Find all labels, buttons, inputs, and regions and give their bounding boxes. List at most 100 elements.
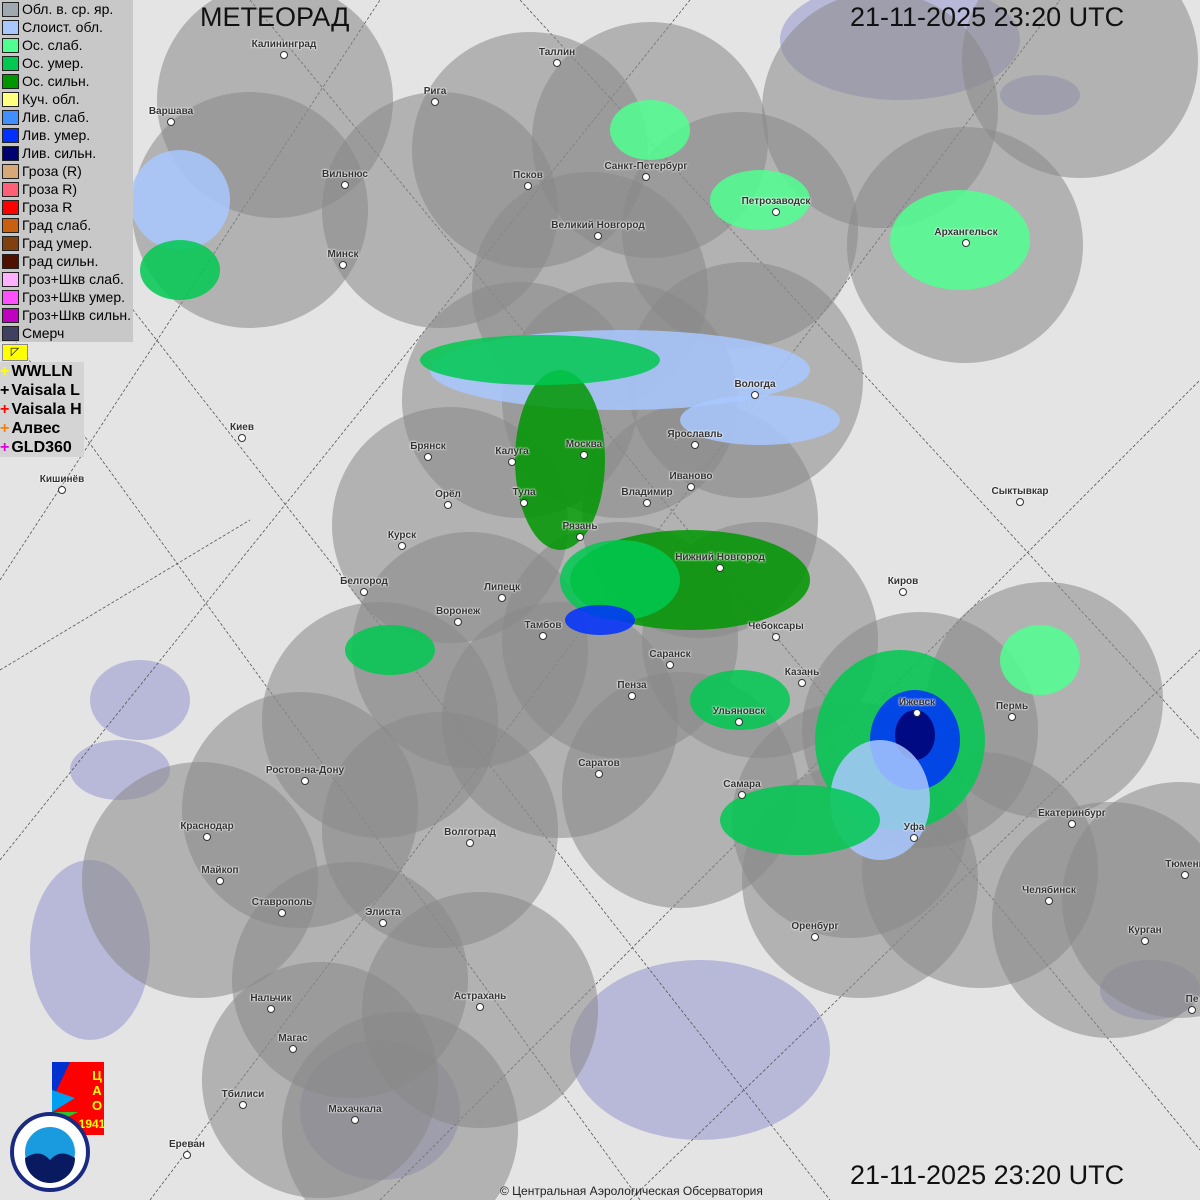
legend-label: Гроз+Шкв умер.	[22, 289, 126, 305]
city-marker	[339, 261, 347, 269]
precipitation-area	[610, 100, 690, 160]
city-label: Оренбург	[791, 921, 839, 932]
city-label: Магас	[278, 1033, 308, 1044]
legend-label: Град умер.	[22, 235, 93, 251]
legend: Обл. в. ср. яр. Слоист. обл. Ос. слаб. Ос. …	[0, 0, 133, 342]
legend-swatch	[2, 19, 19, 35]
city-label: Таллин	[538, 47, 576, 58]
legend-label: Лив. умер.	[22, 127, 91, 143]
precipitation-area	[710, 170, 810, 230]
city-marker	[360, 588, 368, 596]
radar-coverage	[992, 802, 1200, 1038]
lightning-label: Vaisala H	[11, 401, 82, 418]
legend-swatch	[2, 307, 19, 323]
city-marker	[913, 709, 921, 717]
precipitation-area	[895, 710, 935, 760]
precipitation-area	[890, 190, 1030, 290]
city-marker	[899, 588, 907, 596]
city-marker	[798, 679, 806, 687]
legend-swatch	[2, 235, 19, 251]
timestamp-bottom: 21-11-2025 23:20 UTC	[850, 1160, 1125, 1190]
city-label: Пе	[1185, 994, 1199, 1005]
legend-item: Гроза R	[0, 198, 133, 216]
city-label: Липецк	[484, 582, 520, 593]
city-marker	[498, 594, 506, 602]
city-label: Майкоп	[201, 865, 239, 876]
legend-swatch	[2, 37, 19, 53]
legend-swatch	[2, 325, 19, 341]
legend-item: Гроза R)	[0, 180, 133, 198]
city-label: Ставрополь	[251, 897, 313, 908]
legend-item: Град слаб.	[0, 216, 133, 234]
legend-item: Ос. слаб.	[0, 36, 133, 54]
legend-label: Град сильн.	[22, 253, 99, 269]
city-marker	[910, 834, 918, 842]
map-title: МЕТЕОРАД	[200, 2, 350, 32]
city-marker	[379, 919, 387, 927]
city-label: Пенза	[617, 680, 647, 691]
city-label: Краснодар	[180, 821, 234, 832]
city-label: Махачкала	[328, 1104, 382, 1115]
flag-icon[interactable]: ◸	[2, 344, 28, 361]
legend-label: Гроза (R)	[22, 163, 82, 179]
cross-icon: +	[0, 439, 10, 456]
city-label: Киев	[230, 422, 254, 433]
city-marker	[1181, 871, 1189, 879]
svg-text:О: О	[92, 1098, 102, 1113]
city-label: Казань	[784, 667, 820, 678]
legend-label: Гроз+Шкв сильн.	[22, 307, 131, 323]
legend-item: Лив. слаб.	[0, 108, 133, 126]
city-marker	[203, 833, 211, 841]
legend-label: Смерч	[22, 325, 65, 341]
legend-item: Куч. обл.	[0, 90, 133, 108]
city-marker	[1141, 937, 1149, 945]
city-label: Вильнюс	[322, 169, 368, 180]
lightning-source: + Алвес	[0, 419, 84, 438]
city-marker	[576, 533, 584, 541]
city-marker	[167, 118, 175, 126]
city-label: Уфа	[903, 822, 925, 833]
precipitation-area	[130, 150, 230, 250]
city-marker	[520, 499, 528, 507]
city-label: Ростов-на-Дону	[265, 765, 345, 776]
legend-label: Слоист. обл.	[22, 19, 103, 35]
legend-swatch	[2, 271, 19, 287]
legend-swatch	[2, 73, 19, 89]
precipitation-area	[345, 625, 435, 675]
city-label: Петрозаводск	[741, 196, 811, 207]
legend-item: Град умер.	[0, 234, 133, 252]
city-marker	[341, 181, 349, 189]
legend-item: Гроз+Шкв сильн.	[0, 306, 133, 324]
city-marker	[772, 633, 780, 641]
city-marker	[1188, 1006, 1196, 1014]
legend-swatch	[2, 217, 19, 233]
legend-swatch	[2, 127, 19, 143]
city-label: Астрахань	[453, 991, 507, 1002]
legend-label: Гроз+Шкв слаб.	[22, 271, 124, 287]
legend-label: Ос. сильн.	[22, 73, 90, 89]
city-label: Иваново	[669, 471, 713, 482]
city-marker	[444, 501, 452, 509]
city-marker	[643, 499, 651, 507]
city-marker	[183, 1151, 191, 1159]
city-label: Тюмень	[1165, 859, 1200, 870]
legend-swatch	[2, 55, 19, 71]
city-label: Санкт-Петербург	[604, 161, 688, 172]
city-label: Курск	[387, 530, 417, 541]
city-label: Калининград	[251, 39, 317, 50]
city-marker	[1068, 820, 1076, 828]
svg-text:1941: 1941	[79, 1117, 106, 1131]
precipitation-area	[680, 395, 840, 445]
city-label: Киров	[887, 576, 919, 587]
lightning-label: Алвес	[11, 420, 61, 437]
city-label: Рига	[423, 86, 447, 97]
city-marker	[642, 173, 650, 181]
cross-icon: +	[0, 363, 10, 380]
city-label: Ереван	[169, 1139, 205, 1150]
city-label: Ижевск	[898, 697, 936, 708]
city-label: Рязань	[562, 521, 598, 532]
legend-swatch	[2, 145, 19, 161]
legend-swatch	[2, 181, 19, 197]
city-marker	[398, 542, 406, 550]
